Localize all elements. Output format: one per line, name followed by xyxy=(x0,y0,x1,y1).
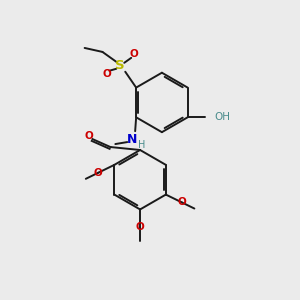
Text: O: O xyxy=(84,131,93,141)
Text: O: O xyxy=(94,168,103,178)
Text: O: O xyxy=(130,49,139,59)
Text: OH: OH xyxy=(214,112,230,122)
Text: O: O xyxy=(178,197,186,207)
Text: N: N xyxy=(127,133,137,146)
Text: O: O xyxy=(136,222,145,232)
Text: H: H xyxy=(138,140,146,150)
Text: O: O xyxy=(102,69,111,79)
Text: S: S xyxy=(116,59,125,72)
